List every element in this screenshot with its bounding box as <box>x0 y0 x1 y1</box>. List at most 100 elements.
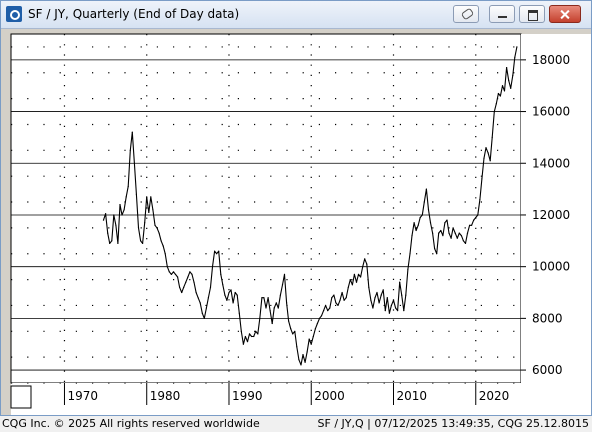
data-point <box>353 273 355 275</box>
data-point <box>240 330 242 332</box>
data-point <box>374 297 376 299</box>
data-point <box>271 322 273 325</box>
x-tick-label: 1970 <box>67 389 98 403</box>
data-point <box>261 297 263 299</box>
data-point <box>516 46 518 48</box>
data-point <box>133 162 135 164</box>
data-point <box>386 297 388 299</box>
data-point <box>148 211 150 213</box>
data-point <box>448 232 450 234</box>
data-point <box>427 209 430 211</box>
data-point <box>425 188 427 190</box>
data-point <box>298 359 300 361</box>
data-point <box>269 310 271 312</box>
data-point <box>125 196 127 198</box>
data-point <box>109 242 111 244</box>
data-point <box>417 224 419 226</box>
data-point <box>218 250 220 252</box>
data-point <box>158 232 160 234</box>
data-point <box>183 286 185 288</box>
data-point <box>376 291 378 294</box>
x-tick-label: 2010 <box>397 389 428 403</box>
y-tick-label: 18000 <box>532 53 570 67</box>
status-info: SF / JY,Q | 07/12/2025 13:49:35, CQG 25.… <box>317 417 589 430</box>
data-point <box>325 304 327 306</box>
app-icon[interactable] <box>6 6 22 22</box>
data-point <box>495 103 497 105</box>
status-bar: CQG Inc. © 2025 All rights reserved worl… <box>0 416 592 432</box>
data-point <box>214 250 216 252</box>
data-point <box>207 297 209 299</box>
data-point <box>187 276 189 278</box>
data-point <box>185 281 187 283</box>
data-point <box>401 294 403 296</box>
series-layer <box>102 46 518 366</box>
data-point <box>473 219 475 221</box>
data-point <box>318 317 321 319</box>
data-point <box>150 196 152 198</box>
data-point <box>290 328 292 330</box>
y-tick-label: 10000 <box>532 260 570 274</box>
close-icon[interactable] <box>549 5 581 23</box>
data-point <box>510 87 512 89</box>
data-point <box>288 320 290 322</box>
x-tick-label: 1990 <box>232 389 263 403</box>
price-chart[interactable]: 6000 8000 10000 12000 14000 16000 18000 1970 198… <box>1 29 591 415</box>
data-point <box>203 317 205 319</box>
data-point <box>452 227 454 229</box>
data-point <box>119 204 121 206</box>
data-point <box>440 229 442 232</box>
data-point <box>277 307 279 309</box>
data-point <box>164 253 166 255</box>
x-tick-label: 2020 <box>479 389 510 403</box>
x-tick-label: 2000 <box>314 389 345 403</box>
time-scale <box>11 383 591 415</box>
data-point <box>403 310 405 312</box>
data-point <box>179 286 181 288</box>
data-point <box>323 310 325 312</box>
data-point <box>257 333 259 335</box>
data-point <box>460 235 462 237</box>
axis-ticks: 6000 8000 10000 12000 14000 16000 18000 1970 198… <box>63 53 570 405</box>
data-point <box>300 364 302 366</box>
data-point <box>499 95 501 97</box>
data-point <box>370 299 372 301</box>
data-point <box>281 284 284 286</box>
data-point <box>131 131 133 133</box>
window-title: SF / JY, Quarterly (End of Day data) <box>28 7 240 21</box>
data-point <box>205 307 207 309</box>
data-point <box>152 209 154 211</box>
data-point <box>362 266 364 268</box>
data-point <box>102 219 105 221</box>
data-point <box>415 229 417 232</box>
link-icon[interactable] <box>453 5 479 23</box>
data-point <box>253 335 255 338</box>
data-point <box>471 224 473 226</box>
data-point <box>209 286 212 288</box>
data-point <box>364 258 366 260</box>
grid-lines <box>11 34 521 384</box>
data-point <box>226 299 228 301</box>
data-point <box>121 214 123 216</box>
data-point <box>129 149 131 151</box>
data-point <box>372 307 374 309</box>
minimize-icon[interactable] <box>489 5 515 23</box>
data-point <box>493 111 495 113</box>
maximize-icon[interactable] <box>519 5 545 23</box>
data-point <box>105 213 107 215</box>
scale-corner-box[interactable] <box>10 385 32 409</box>
data-point <box>357 273 360 275</box>
data-point <box>345 297 347 299</box>
title-bar[interactable]: SF / JY, Quarterly (End of Day data) <box>1 1 591 29</box>
data-point <box>242 343 244 345</box>
y-tick-label: 16000 <box>532 105 570 119</box>
data-point <box>397 310 399 312</box>
y-tick-label: 14000 <box>532 156 570 170</box>
data-point <box>409 253 411 255</box>
data-point <box>508 79 510 82</box>
data-point <box>316 322 318 325</box>
data-point <box>123 209 125 211</box>
data-point <box>170 273 172 275</box>
data-point <box>489 160 491 162</box>
data-point <box>512 74 514 76</box>
